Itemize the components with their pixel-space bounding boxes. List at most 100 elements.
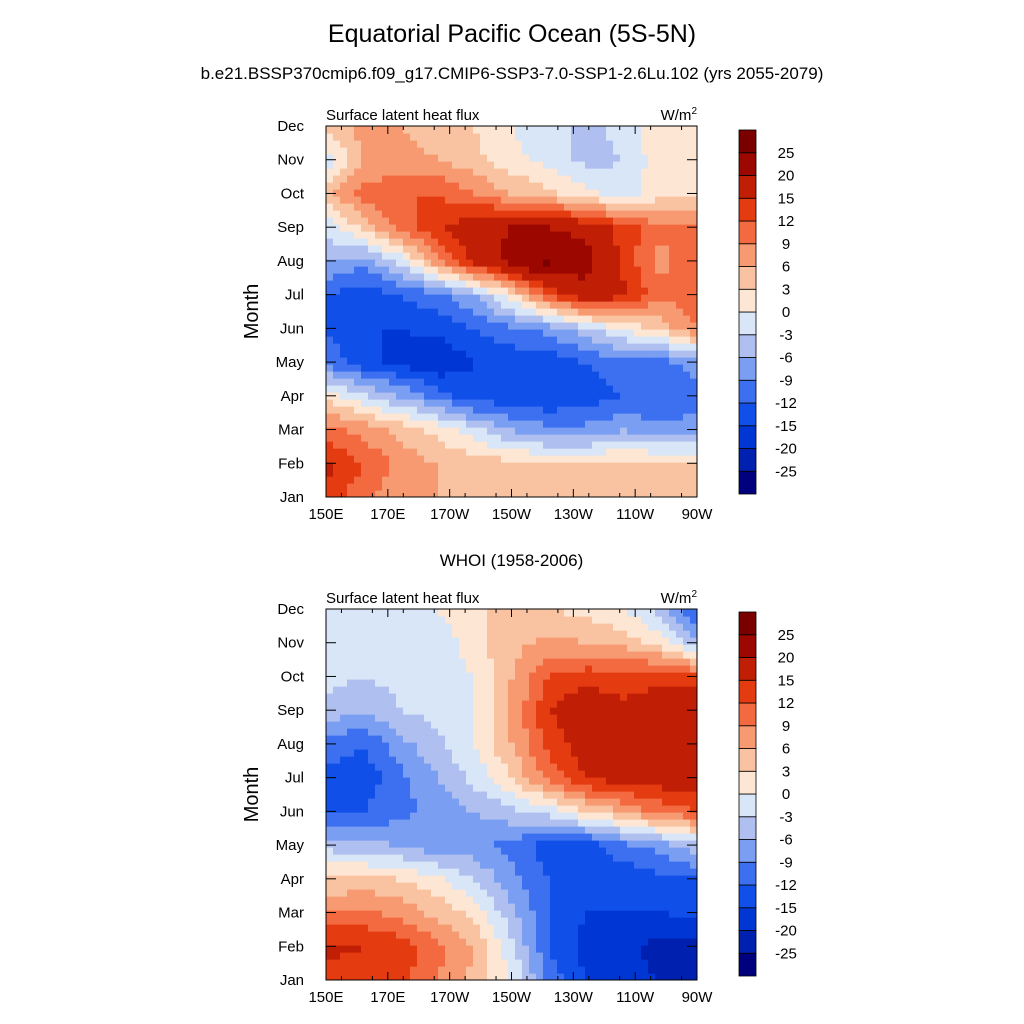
heatmap-cell — [620, 931, 628, 939]
heatmap-cell — [648, 427, 656, 435]
heatmap-cell — [480, 231, 488, 239]
heatmap-cell — [459, 140, 467, 148]
heatmap-cell — [473, 714, 481, 722]
heatmap-cell — [382, 413, 390, 421]
heatmap-cell — [375, 413, 383, 421]
heatmap-cell — [473, 210, 481, 218]
heatmap-cell — [417, 420, 425, 428]
heatmap-cell — [403, 847, 411, 855]
heatmap-cell — [571, 154, 579, 162]
heatmap-cell — [487, 742, 495, 750]
heatmap-cell — [487, 203, 495, 211]
heatmap-cell — [620, 434, 628, 442]
heatmap-cell — [543, 917, 551, 925]
heatmap-cell — [410, 476, 418, 484]
heatmap-cell — [641, 903, 649, 911]
heatmap-cell — [501, 266, 509, 274]
heatmap-cell — [487, 217, 495, 225]
heatmap-cell — [347, 210, 355, 218]
heatmap-cell — [410, 441, 418, 449]
heatmap-cell — [550, 168, 558, 176]
heatmap-cell — [564, 917, 572, 925]
heatmap-cell — [606, 315, 614, 323]
heatmap-cell — [529, 301, 537, 309]
heatmap-cell — [641, 847, 649, 855]
heatmap-cell — [452, 728, 460, 736]
heatmap-cell — [613, 756, 621, 764]
heatmap-cell — [543, 854, 551, 862]
heatmap-cell — [403, 840, 411, 848]
heatmap-cell — [354, 196, 362, 204]
heatmap-cell — [473, 259, 481, 267]
heatmap-cell — [606, 322, 614, 330]
heatmap-cell — [592, 770, 600, 778]
heatmap-cell — [522, 945, 530, 953]
heatmap-cell — [452, 315, 460, 323]
heatmap-cell — [564, 721, 572, 729]
heatmap-cell — [340, 812, 348, 820]
heatmap-cell — [473, 959, 481, 967]
heatmap-cell — [417, 483, 425, 491]
heatmap-cell — [403, 329, 411, 337]
heatmap-cell — [501, 280, 509, 288]
heatmap-cell — [494, 826, 502, 834]
heatmap-cell — [466, 196, 474, 204]
heatmap-cell — [620, 294, 628, 302]
heatmap-cell — [683, 350, 691, 358]
heatmap-cell — [543, 287, 551, 295]
heatmap-cell — [655, 343, 663, 351]
heatmap-cell — [606, 280, 614, 288]
heatmap-cell — [564, 147, 572, 155]
heatmap-cell — [669, 945, 677, 953]
heatmap-cell — [403, 819, 411, 827]
heatmap-cell — [571, 840, 579, 848]
heatmap-cell — [620, 217, 628, 225]
heatmap-cell — [375, 441, 383, 449]
heatmap-cell — [641, 931, 649, 939]
heatmap-cell — [375, 427, 383, 435]
heatmap-cell — [543, 336, 551, 344]
heatmap-cell — [676, 280, 684, 288]
heatmap-cell — [382, 812, 390, 820]
heatmap-cell — [459, 350, 467, 358]
heatmap-cell — [543, 812, 551, 820]
heatmap-cell — [368, 889, 376, 897]
heatmap-cell — [508, 140, 516, 148]
heatmap-cell — [690, 707, 697, 715]
heatmap-cell — [361, 910, 369, 918]
heatmap-cell — [641, 833, 649, 841]
heatmap-cell — [508, 448, 516, 456]
heatmap-cell — [480, 273, 488, 281]
heatmap-cell — [543, 147, 551, 155]
heatmap-cell — [641, 882, 649, 890]
heatmap-cell — [634, 938, 642, 946]
heatmap-cell — [683, 448, 691, 456]
heatmap-cell — [683, 756, 691, 764]
heatmap-cell — [655, 770, 663, 778]
heatmap-cell — [564, 938, 572, 946]
heatmap-cell — [431, 819, 439, 827]
heatmap-cell — [613, 322, 621, 330]
heatmap-cell — [543, 196, 551, 204]
heatmap-cell — [494, 217, 502, 225]
heatmap-cell — [620, 763, 628, 771]
heatmap-cell — [487, 196, 495, 204]
heatmap-cell — [375, 910, 383, 918]
heatmap-cell — [326, 154, 334, 162]
heatmap-cell — [634, 434, 642, 442]
heatmap-cell — [452, 217, 460, 225]
heatmap-cell — [536, 182, 544, 190]
heatmap-cell — [690, 784, 697, 792]
heatmap-cell — [494, 210, 502, 218]
heatmap-cell — [529, 133, 537, 141]
heatmap-cell — [662, 336, 670, 344]
heatmap-cell — [340, 140, 348, 148]
heatmap-cell — [543, 945, 551, 953]
heatmap-cell — [543, 735, 551, 743]
heatmap-cell — [473, 168, 481, 176]
heatmap-cell — [368, 966, 376, 974]
heatmap-cell — [662, 805, 670, 813]
heatmap-cell — [543, 322, 551, 330]
heatmap-cell — [641, 301, 649, 309]
heatmap-cell — [557, 483, 565, 491]
